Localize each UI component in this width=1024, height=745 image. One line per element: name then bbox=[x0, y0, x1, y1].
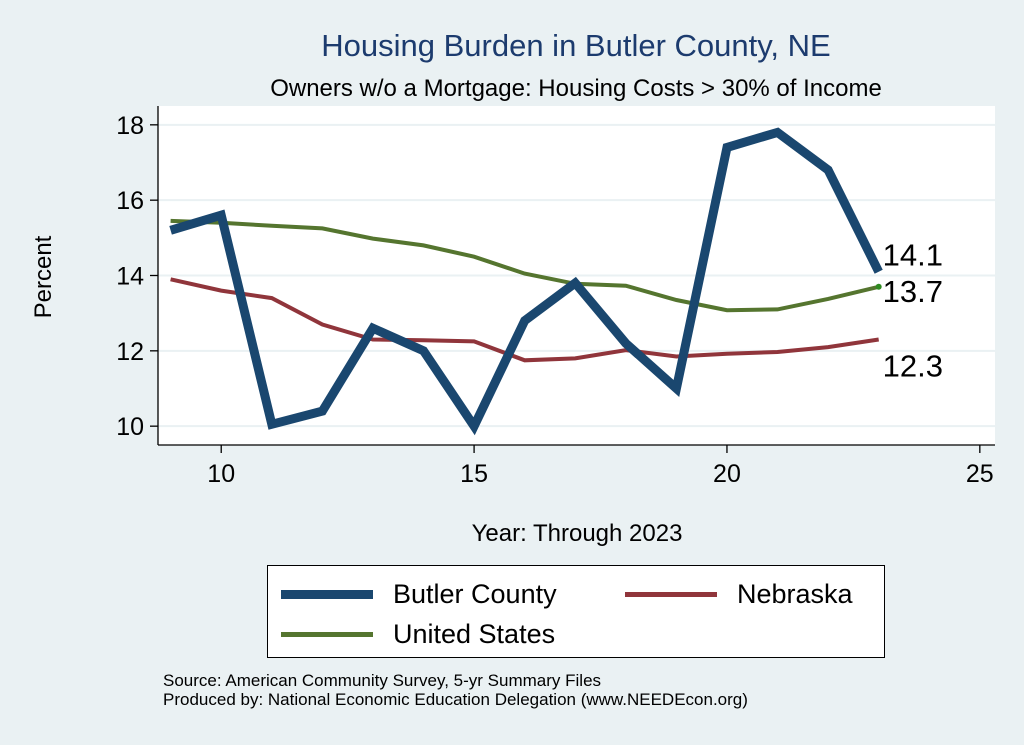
x-tick-label-15: 15 bbox=[460, 460, 488, 488]
legend-label-nebraska: Nebraska bbox=[737, 579, 853, 609]
y-tick-label-18: 18 bbox=[116, 112, 144, 140]
legend-item-united-states: United States bbox=[281, 619, 555, 650]
legend-item-butler-county: Butler County bbox=[281, 579, 557, 610]
series-end-marker-united-states bbox=[875, 283, 882, 290]
source-note: Source: American Community Survey, 5-yr … bbox=[163, 671, 748, 709]
series-line-united-states bbox=[170, 218, 880, 313]
end-label-united-states: 13.7 bbox=[883, 274, 943, 309]
x-tick-label-25: 25 bbox=[966, 460, 994, 488]
legend: Butler County Nebraska United States bbox=[267, 565, 885, 658]
y-tick-label-14: 14 bbox=[116, 263, 144, 291]
y-tick-label-10: 10 bbox=[116, 413, 144, 441]
legend-item-nebraska: Nebraska bbox=[625, 579, 853, 610]
legend-swatch-united-states bbox=[281, 632, 373, 637]
chart-subtitle: Owners w/o a Mortgage: Housing Costs > 3… bbox=[270, 75, 882, 102]
x-axis-label: Year: Through 2023 bbox=[471, 520, 683, 547]
x-tick-label-20: 20 bbox=[713, 460, 741, 488]
source-line: Source: American Community Survey, 5-yr … bbox=[163, 671, 602, 690]
y-tick-label-16: 16 bbox=[116, 187, 144, 215]
end-label-butler-county: 14.1 bbox=[883, 238, 943, 273]
legend-swatch-butler-county bbox=[281, 590, 373, 599]
end-label-nebraska: 12.3 bbox=[883, 349, 943, 384]
legend-label-united-states: United States bbox=[393, 619, 556, 649]
legend-swatch-nebraska bbox=[625, 592, 717, 597]
series-line-butler-county bbox=[169, 127, 883, 436]
x-tick-label-10: 10 bbox=[207, 460, 235, 488]
producer-line: Produced by: National Economic Education… bbox=[163, 690, 748, 709]
chart-title: Housing Burden in Butler County, NE bbox=[321, 28, 831, 63]
series-line-nebraska bbox=[170, 277, 879, 363]
legend-label-butler-county: Butler County bbox=[393, 579, 557, 609]
y-tick-label-12: 12 bbox=[116, 338, 144, 366]
